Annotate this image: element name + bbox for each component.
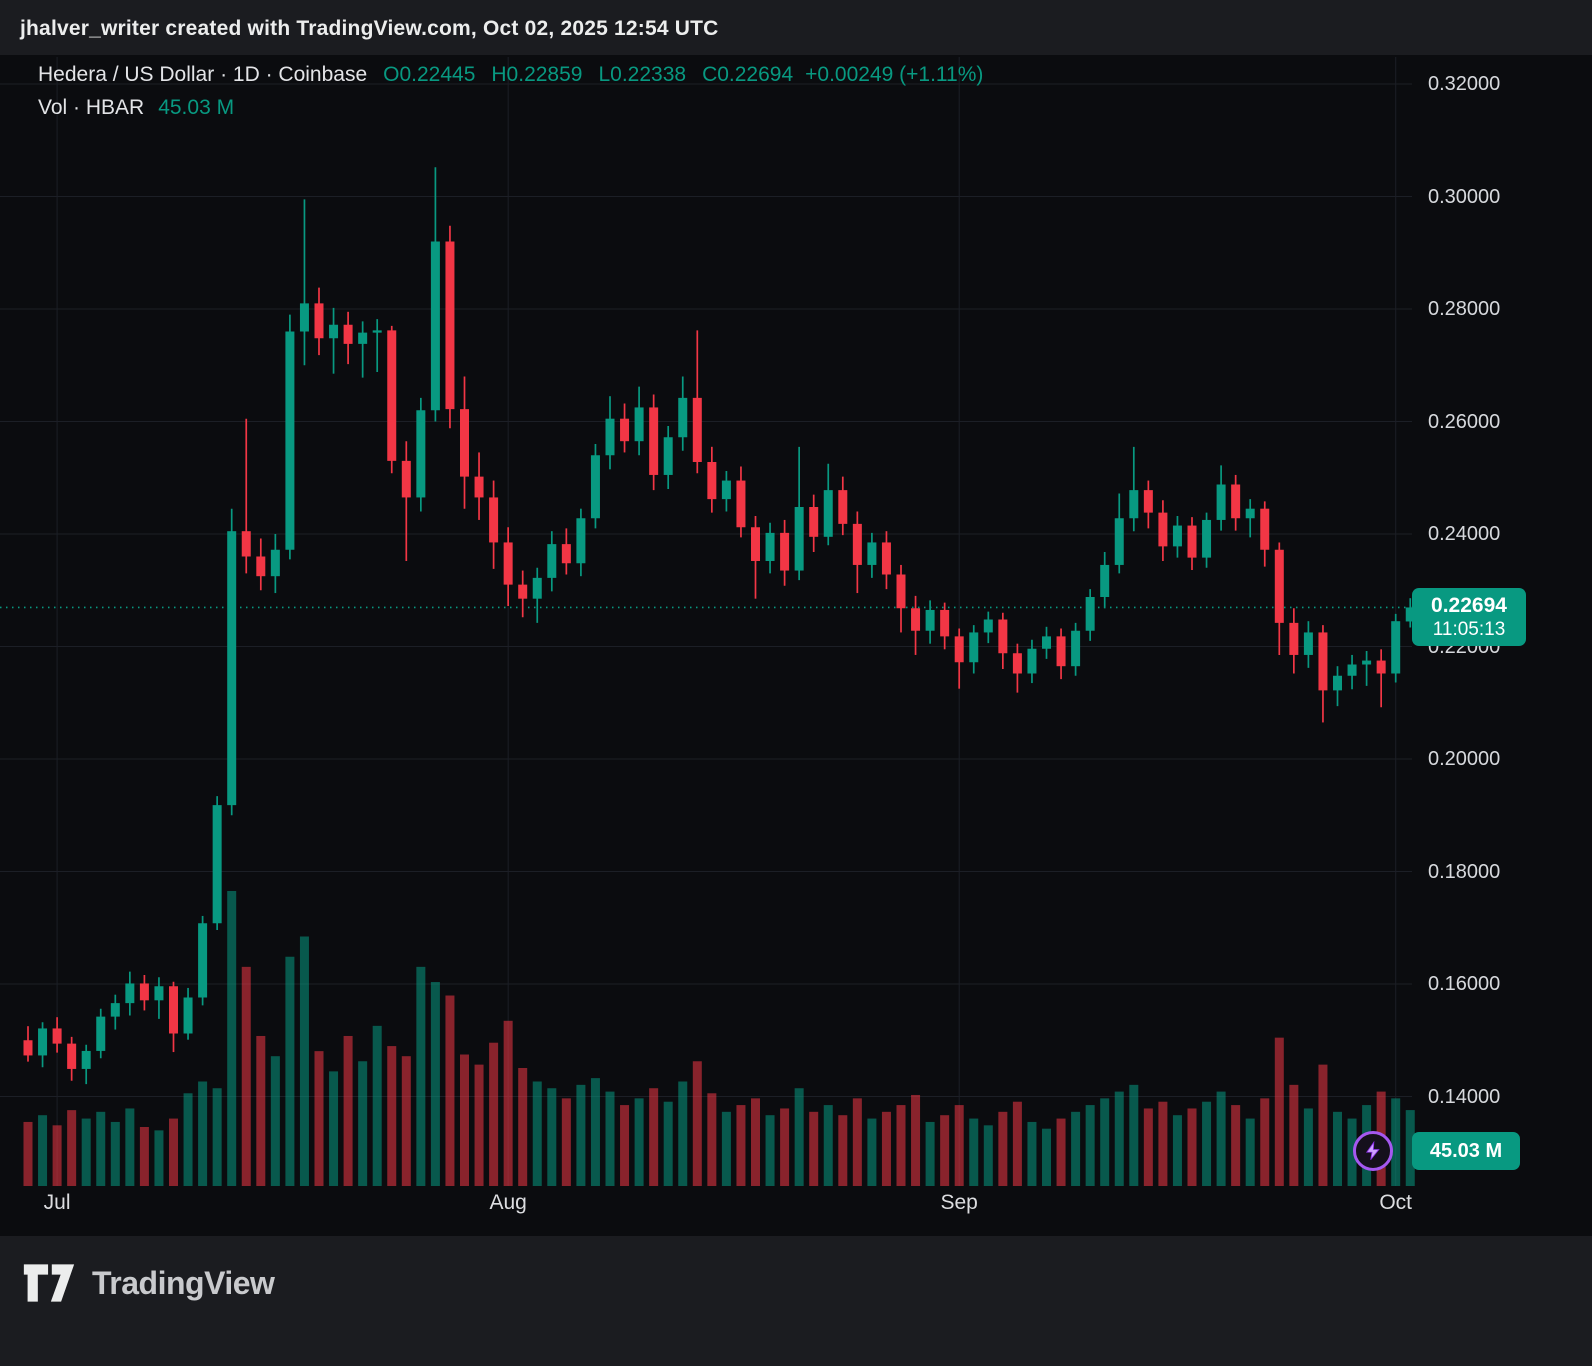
watermark-text: jhalver_writer created with TradingView.… (20, 17, 719, 40)
price-axis-label: 0.28000 (1428, 298, 1501, 320)
high-value: H0.22859 (491, 63, 583, 86)
price-axis-label: 0.20000 (1428, 748, 1501, 770)
time-axis-label: Jul (43, 1191, 71, 1214)
price-axis-label: 0.32000 (1428, 73, 1501, 95)
time-axis-label: Sep (940, 1191, 978, 1214)
chart-legend: Hedera / US Dollar · 1D · Coinbase O0.22… (38, 63, 983, 120)
low-value: L0.22338 (598, 63, 687, 86)
lightning-badge-icon (1353, 1131, 1393, 1171)
time-axis-label: Oct (1379, 1191, 1413, 1214)
price-axis-label: 0.26000 (1428, 410, 1501, 433)
symbol-title[interactable]: Hedera / US Dollar · 1D · Coinbase (38, 63, 368, 86)
time-axis-label: Aug (489, 1191, 527, 1214)
price-axis-label: 0.24000 (1428, 523, 1501, 545)
volume-value: 45.03 M (158, 96, 235, 119)
candlestick-chart[interactable] (0, 55, 1420, 1236)
price-axis-label: 0.18000 (1428, 860, 1501, 883)
price-axis[interactable]: 0.32000 0.30000 0.28000 0.26000 0.24000 … (1420, 55, 1592, 1236)
price-axis-label: 0.14000 (1428, 1085, 1501, 1108)
last-price-badge: 0.22694 11:05:13 (1412, 588, 1526, 647)
tradingview-branding[interactable]: TradingView (22, 1254, 275, 1312)
volume-badge: 45.03 M (1412, 1132, 1520, 1170)
last-price-value: 0.22694 (1431, 594, 1507, 618)
price-axis-label: 0.16000 (1428, 973, 1501, 995)
chart-pane[interactable]: Hedera / US Dollar · 1D · Coinbase O0.22… (0, 55, 1592, 1236)
brand-name: TradingView (92, 1264, 275, 1301)
volume-indicator-label[interactable]: Vol · HBAR (38, 96, 145, 119)
close-value: C0.22694 (702, 63, 794, 86)
price-axis-label: 0.30000 (1428, 185, 1501, 208)
tradingview-logo-icon (23, 1264, 75, 1302)
bar-countdown: 11:05:13 (1432, 619, 1506, 641)
open-value: O0.22445 (383, 63, 476, 86)
time-axis[interactable]: Jul Aug Sep Oct (0, 1186, 1420, 1236)
lightning-bolt-icon (1365, 1141, 1380, 1161)
change-value: +0.00249 (+1.11%) (805, 63, 984, 86)
